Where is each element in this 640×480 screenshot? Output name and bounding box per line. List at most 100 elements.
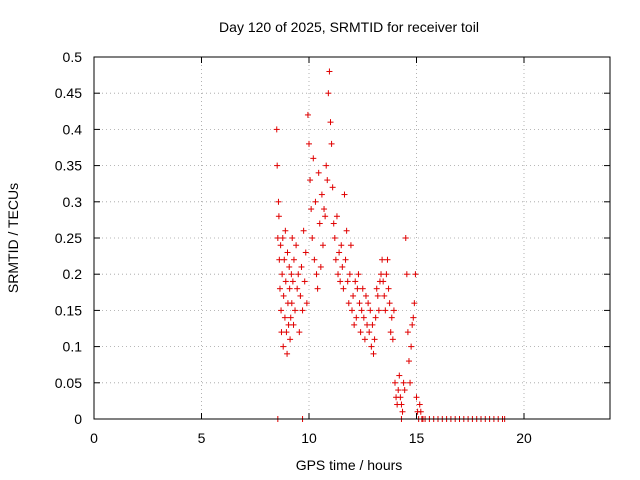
data-point [344, 278, 351, 285]
data-point [340, 285, 347, 292]
data-point [379, 256, 386, 263]
data-point [300, 227, 307, 234]
data-point [325, 90, 332, 97]
data-point [318, 191, 325, 198]
data-point [275, 198, 282, 205]
data-point [295, 271, 302, 278]
grid [94, 57, 610, 419]
data-point [397, 394, 404, 401]
data-point [338, 242, 345, 249]
data-point [280, 343, 287, 350]
data-point [323, 162, 330, 169]
data-point [328, 140, 335, 147]
data-point [374, 292, 381, 299]
data-point [408, 343, 415, 350]
data-point [319, 242, 326, 249]
data-point [301, 278, 308, 285]
data-point [343, 227, 350, 234]
data-point [358, 307, 365, 314]
data-point [309, 235, 316, 241]
data-point [297, 292, 304, 299]
data-point [279, 271, 286, 278]
x-tick-label: 5 [198, 430, 206, 446]
data-point [324, 177, 331, 184]
data-point [290, 321, 297, 328]
data-point [281, 314, 288, 321]
data-point [329, 184, 336, 191]
data-point [398, 401, 405, 408]
data-point [384, 256, 391, 263]
data-point [330, 220, 337, 227]
data-point [331, 235, 338, 241]
data-point [401, 387, 408, 394]
data-point [313, 271, 320, 278]
data-point [292, 307, 299, 314]
data-point [403, 271, 410, 278]
data-point [287, 314, 294, 321]
data-point [275, 213, 282, 220]
data-point [290, 256, 297, 263]
data-point [417, 408, 424, 415]
data-point [296, 329, 303, 336]
data-point [407, 379, 414, 386]
y-tick-label: 0.25 [55, 230, 82, 246]
data-point [341, 191, 348, 198]
y-tick-label: 0.35 [55, 158, 82, 174]
data-point [400, 379, 407, 386]
data-point [332, 256, 339, 263]
data-point [349, 307, 355, 314]
data-point [409, 321, 416, 328]
y-tick-label: 0.2 [63, 266, 83, 282]
data-point [369, 321, 376, 328]
data-point [385, 285, 392, 292]
data-point [416, 401, 423, 408]
y-tick-label: 0.05 [55, 375, 82, 391]
data-point [321, 206, 328, 213]
data-point [367, 307, 374, 314]
chart-title: Day 120 of 2025, SRMTID for receiver toi… [219, 19, 479, 35]
x-axis-label: GPS time / hours [296, 457, 403, 473]
data-point [311, 256, 318, 263]
data-point [281, 256, 288, 263]
axis-ticks: 0 0.05 0.1 0.15 0.2 0.25 0.3 0.35 0.4 0.45 0.5 0 5 10… [55, 49, 610, 446]
data-point [375, 307, 382, 314]
data-point [306, 140, 312, 147]
data-point [345, 300, 352, 307]
data-point [353, 314, 360, 321]
plot-frame [93, 56, 611, 420]
data-point [381, 292, 388, 299]
data-point [286, 263, 293, 270]
x-tick-label: 0 [90, 430, 98, 446]
data-point [371, 336, 378, 343]
data-point [279, 235, 286, 241]
y-axis-label: SRMTID / TECUs [5, 183, 21, 293]
data-point [387, 329, 394, 336]
data-point [410, 314, 417, 321]
data-point [314, 285, 321, 292]
data-point [392, 379, 398, 386]
data-point [370, 350, 377, 357]
data-point [335, 271, 342, 278]
data-point [362, 292, 369, 299]
data-point [365, 300, 372, 307]
data-point [322, 213, 329, 220]
data-point [283, 329, 290, 336]
x-tick-label: 10 [301, 430, 317, 446]
data-point [350, 292, 357, 299]
data-point [288, 271, 295, 278]
data-point [399, 408, 406, 415]
data-point [298, 263, 305, 270]
data-point [339, 263, 346, 270]
data-point [373, 285, 380, 292]
data-point [327, 119, 334, 126]
data-point [402, 235, 409, 241]
data-point [354, 285, 361, 292]
data-point [389, 336, 396, 343]
data-point [346, 271, 353, 278]
data-point [302, 249, 309, 256]
data-point [337, 278, 344, 285]
data-point [336, 249, 343, 256]
data-point [412, 271, 419, 278]
data-point [396, 372, 403, 379]
data-point [303, 300, 310, 307]
